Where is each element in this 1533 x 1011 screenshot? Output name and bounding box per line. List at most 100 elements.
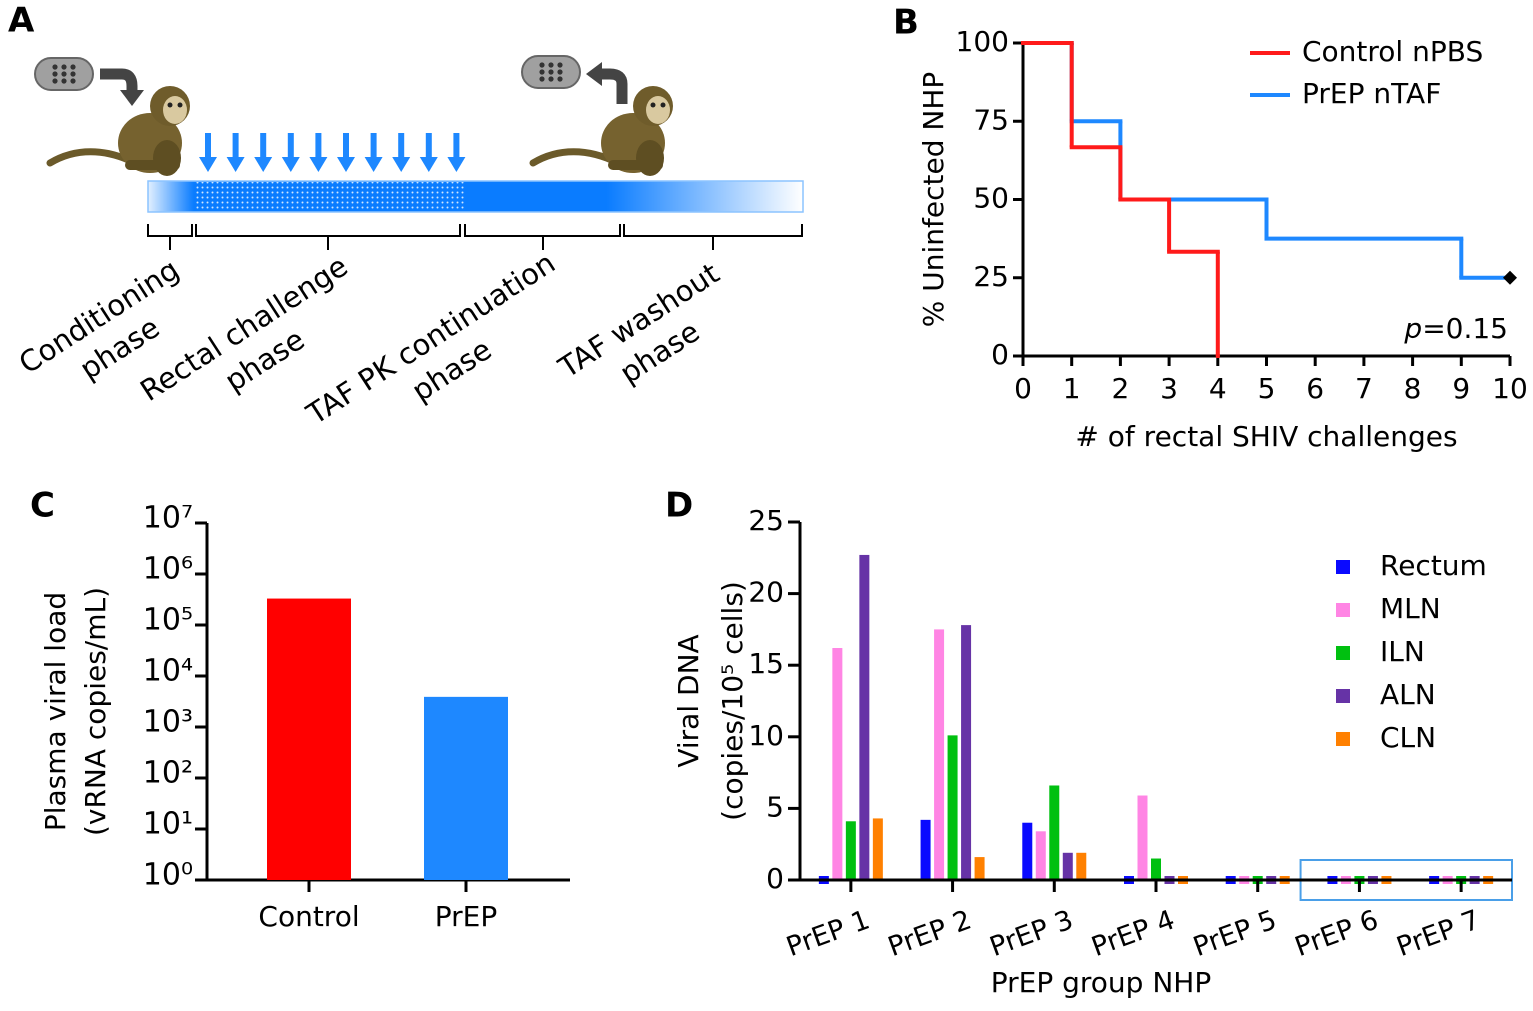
x-tick-label: 8 [1404, 372, 1422, 405]
p-value: p=0.15 [1404, 312, 1508, 345]
x-tick-label: PrEP 2 [884, 904, 975, 963]
y-tick-label: 25 [748, 504, 784, 537]
bar [947, 735, 958, 880]
arrow-head [586, 62, 602, 86]
y-tick-label: 10 [748, 719, 784, 752]
x-tick-label: 1 [1063, 372, 1081, 405]
x-tick-label: PrEP 3 [986, 904, 1077, 963]
implant [34, 57, 94, 91]
legend-swatch [1336, 732, 1350, 746]
legend-label: ALN [1380, 678, 1436, 711]
bar [1062, 852, 1073, 880]
bar [859, 554, 870, 880]
arrow-head [281, 157, 300, 172]
y-tick-label: 10⁷ [143, 501, 193, 536]
arrow-shaft [453, 133, 460, 159]
x-tick-label: PrEP [435, 900, 497, 933]
y-tick-label: 0 [766, 862, 784, 895]
y-tick-label: 50 [973, 182, 1009, 215]
y-tick-label: 10⁶ [143, 552, 193, 587]
arrow-head [120, 90, 144, 106]
y-tick-label: 10¹ [143, 807, 193, 842]
arrow-head [199, 157, 217, 172]
y-tick-label: 10³ [143, 705, 193, 740]
arrow-shaft [287, 133, 294, 159]
panel-label: D [665, 486, 693, 526]
arrow-head [337, 157, 355, 172]
y-tick-label: 10² [143, 756, 193, 791]
x-tick-label: 4 [1209, 372, 1227, 405]
x-tick-label: PrEP 7 [1393, 904, 1484, 963]
bar [1035, 831, 1046, 880]
bar [1151, 858, 1161, 880]
x-tick-label: 2 [1111, 372, 1129, 405]
x-tick-label: 10 [1492, 372, 1528, 405]
censor-mark [1503, 270, 1517, 285]
arrow-head [309, 157, 328, 172]
y-tick-label: 0 [991, 338, 1009, 371]
y-tick-label: 25 [973, 260, 1009, 293]
bar [424, 696, 508, 880]
x-tick-label: 3 [1160, 372, 1178, 405]
phase-brackets [147, 224, 803, 250]
panel-label: C [30, 486, 55, 526]
arrow [600, 68, 628, 104]
x-tick-label: 0 [1014, 372, 1032, 405]
challenge-arrows [199, 133, 466, 172]
legend-label: MLN [1380, 592, 1441, 625]
y-tick-label: 5 [766, 790, 784, 823]
y-tick-label: 75 [973, 103, 1009, 136]
arrow-shaft [205, 133, 211, 159]
arrow-shaft [343, 133, 349, 159]
y-tick-label: 10⁴ [143, 654, 193, 689]
arrow-shaft [370, 133, 377, 159]
challenge-region [195, 182, 465, 211]
y-tick-label: 10⁵ [143, 603, 193, 638]
legend-label: CLN [1380, 721, 1436, 754]
legend-label: PrEP nTAF [1302, 77, 1441, 110]
x-tick-label: Control [258, 900, 359, 933]
arrow-shaft [315, 133, 322, 159]
y-axis-label: Plasma viral load [39, 592, 72, 831]
arrow-shaft [425, 133, 432, 159]
arrow-shaft [398, 133, 405, 159]
panel-label: A [8, 1, 35, 41]
implant [521, 55, 581, 89]
legend-label: Rectum [1380, 549, 1487, 582]
arrow-head [419, 157, 438, 172]
x-axis-label: PrEP group NHP [991, 966, 1212, 999]
arrow-head [447, 157, 466, 172]
x-axis-label: # of rectal SHIV challenges [1075, 420, 1457, 453]
y-axis-label: (vRNA copies/mL) [79, 587, 112, 836]
arrow-head [364, 157, 383, 172]
x-tick-label: PrEP 4 [1088, 904, 1179, 963]
bar [832, 648, 843, 880]
bar [1076, 852, 1087, 880]
arrow-shaft [232, 133, 239, 159]
bar [1049, 785, 1060, 880]
x-tick-label: PrEP 6 [1291, 904, 1382, 963]
bar [934, 629, 945, 880]
panel-label: B [893, 3, 919, 43]
legend-swatch [1336, 603, 1350, 617]
x-tick-label: 7 [1355, 372, 1373, 405]
x-tick-label: 9 [1452, 372, 1470, 405]
arrow-head [226, 157, 245, 172]
timeline-diagram: A Conditioning phase Rectal challenge ph… [8, 1, 804, 432]
y-tick-label: 100 [956, 25, 1009, 58]
legend-swatch [1336, 560, 1350, 574]
bar [872, 818, 883, 880]
bar [1137, 795, 1148, 880]
y-axis-label: % Uninfected NHP [917, 72, 950, 328]
arrow-head [254, 157, 273, 172]
y-tick-label: 20 [748, 576, 784, 609]
y-axis-label: (copies/10⁵ cells) [716, 581, 749, 821]
bar [267, 598, 351, 880]
monkey [50, 86, 190, 176]
arrow [100, 68, 138, 92]
x-tick-label: 6 [1306, 372, 1324, 405]
x-tick-label: PrEP 1 [782, 904, 873, 963]
arrow-head [392, 157, 411, 172]
